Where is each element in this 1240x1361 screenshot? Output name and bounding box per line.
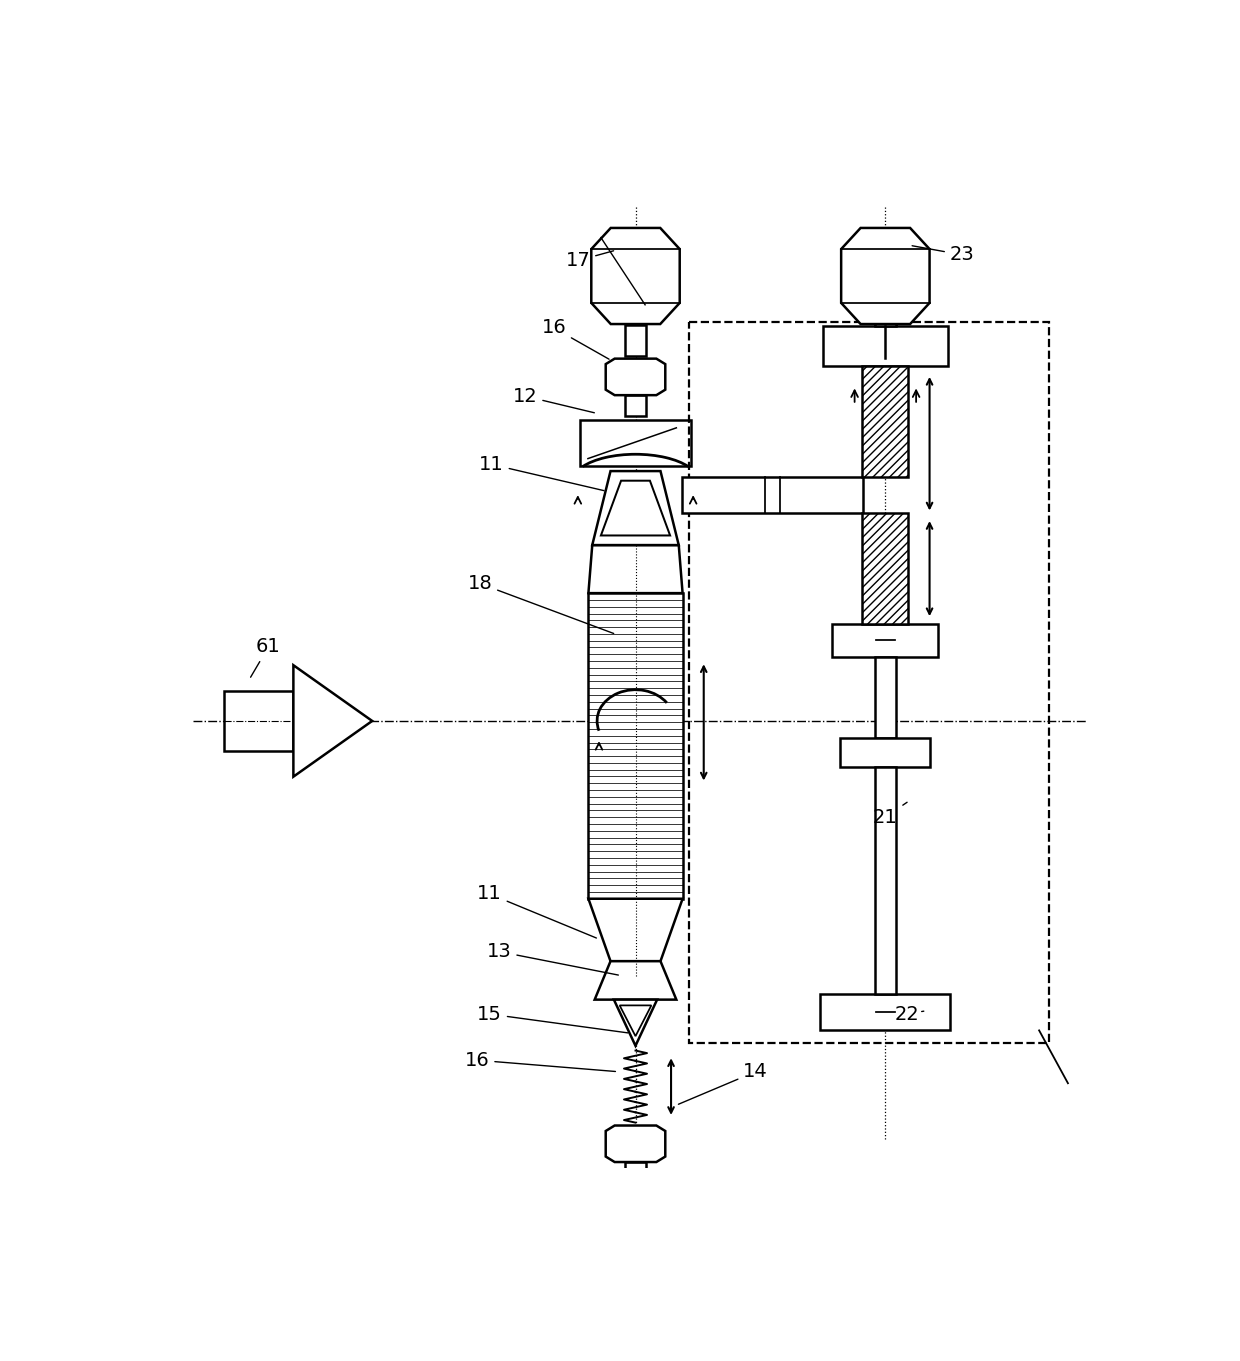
- Text: 16: 16: [542, 318, 609, 359]
- Text: 23: 23: [913, 245, 975, 264]
- Polygon shape: [605, 359, 666, 395]
- Bar: [841, 738, 930, 768]
- Text: 16: 16: [465, 1051, 615, 1071]
- Bar: [689, 323, 1049, 1043]
- Text: 14: 14: [678, 1062, 768, 1104]
- Polygon shape: [841, 227, 930, 324]
- Bar: [625, 395, 646, 416]
- Polygon shape: [591, 227, 680, 324]
- Bar: [585, 1196, 686, 1221]
- Bar: [224, 691, 294, 751]
- Polygon shape: [614, 999, 657, 1045]
- Text: 11: 11: [479, 455, 604, 490]
- Bar: [832, 623, 939, 656]
- Bar: [874, 323, 897, 327]
- Text: 12: 12: [512, 387, 594, 412]
- Text: 15: 15: [477, 1004, 627, 1033]
- Text: 18: 18: [467, 574, 614, 633]
- Bar: [682, 476, 863, 513]
- Text: 17: 17: [565, 250, 614, 269]
- Bar: [823, 327, 947, 366]
- Polygon shape: [601, 480, 670, 535]
- Text: 22: 22: [894, 1004, 924, 1023]
- Bar: [580, 421, 691, 467]
- Bar: [589, 593, 682, 898]
- Bar: [862, 366, 909, 476]
- Text: 13: 13: [486, 942, 619, 974]
- Polygon shape: [620, 1006, 651, 1036]
- Polygon shape: [605, 1126, 666, 1162]
- Text: 61: 61: [250, 637, 280, 678]
- Bar: [874, 324, 897, 358]
- Text: 21: 21: [873, 802, 908, 826]
- Polygon shape: [593, 471, 678, 544]
- Bar: [874, 768, 897, 994]
- Bar: [625, 1162, 646, 1190]
- Polygon shape: [589, 544, 682, 593]
- Text: 11: 11: [477, 885, 596, 938]
- Polygon shape: [595, 961, 676, 999]
- Polygon shape: [294, 666, 372, 777]
- Bar: [821, 994, 950, 1030]
- Polygon shape: [589, 898, 682, 961]
- Bar: [625, 325, 646, 355]
- Bar: [874, 656, 897, 738]
- Bar: [862, 513, 909, 623]
